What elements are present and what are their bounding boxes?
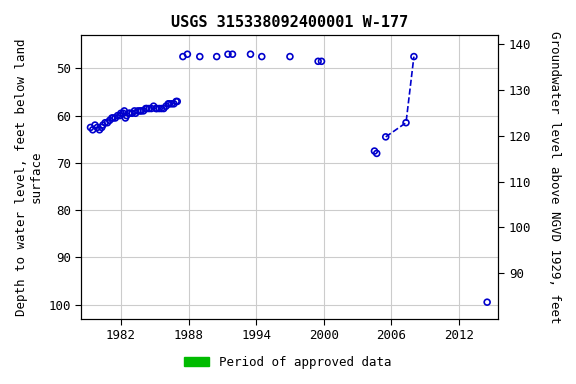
- Point: [195, 53, 204, 60]
- Title: USGS 315338092400001 W-177: USGS 315338092400001 W-177: [171, 15, 408, 30]
- Bar: [317, 322, 319, 329]
- Point: [153, 106, 162, 112]
- Point: [164, 101, 173, 107]
- Point: [183, 51, 192, 57]
- Point: [113, 113, 122, 119]
- Point: [370, 148, 379, 154]
- Point: [173, 98, 182, 104]
- Point: [108, 115, 118, 121]
- Point: [133, 108, 142, 114]
- Bar: [87, 322, 183, 329]
- Point: [212, 53, 221, 60]
- Point: [139, 108, 148, 114]
- Point: [103, 120, 112, 126]
- Bar: [185, 322, 188, 329]
- Point: [107, 115, 116, 121]
- Point: [483, 299, 492, 305]
- Point: [97, 124, 107, 131]
- Point: [119, 110, 128, 116]
- Point: [127, 110, 137, 116]
- Point: [159, 106, 168, 112]
- Bar: [485, 322, 490, 329]
- Point: [317, 58, 326, 65]
- Point: [313, 58, 323, 65]
- Point: [98, 122, 108, 128]
- Point: [147, 106, 156, 112]
- Point: [142, 106, 151, 112]
- Bar: [202, 322, 204, 329]
- Point: [88, 127, 97, 133]
- Point: [86, 124, 95, 131]
- Point: [167, 101, 176, 107]
- Point: [372, 150, 381, 156]
- Point: [157, 106, 166, 112]
- Point: [145, 106, 154, 112]
- Point: [124, 110, 134, 116]
- Point: [131, 110, 140, 116]
- Point: [115, 113, 124, 119]
- Point: [121, 115, 130, 121]
- Bar: [218, 322, 220, 329]
- Point: [90, 122, 100, 128]
- Point: [151, 106, 161, 112]
- Point: [149, 103, 158, 109]
- Point: [161, 103, 170, 109]
- Point: [285, 53, 294, 60]
- Point: [141, 106, 150, 112]
- Point: [126, 110, 135, 116]
- Point: [116, 110, 126, 116]
- Y-axis label: Depth to water level, feet below land
surface: Depth to water level, feet below land su…: [15, 38, 43, 316]
- Bar: [369, 322, 388, 329]
- Point: [154, 106, 164, 112]
- Bar: [289, 322, 291, 329]
- Point: [172, 98, 181, 104]
- Point: [120, 108, 129, 114]
- Point: [228, 51, 237, 57]
- Point: [401, 120, 411, 126]
- Y-axis label: Groundwater level above NGVD 1929, feet: Groundwater level above NGVD 1929, feet: [548, 31, 561, 323]
- Point: [122, 113, 131, 119]
- Point: [101, 120, 110, 126]
- Point: [165, 101, 174, 107]
- Point: [111, 115, 120, 121]
- Point: [130, 108, 139, 114]
- Point: [223, 51, 233, 57]
- Point: [169, 101, 179, 107]
- Point: [93, 124, 102, 131]
- Point: [105, 117, 114, 123]
- Point: [410, 53, 419, 60]
- Point: [381, 134, 391, 140]
- Point: [95, 127, 104, 133]
- Legend: Period of approved data: Period of approved data: [179, 351, 397, 374]
- Point: [246, 51, 255, 57]
- Point: [179, 53, 188, 60]
- Bar: [249, 322, 252, 329]
- Point: [135, 108, 145, 114]
- Point: [257, 53, 266, 60]
- Point: [137, 108, 146, 114]
